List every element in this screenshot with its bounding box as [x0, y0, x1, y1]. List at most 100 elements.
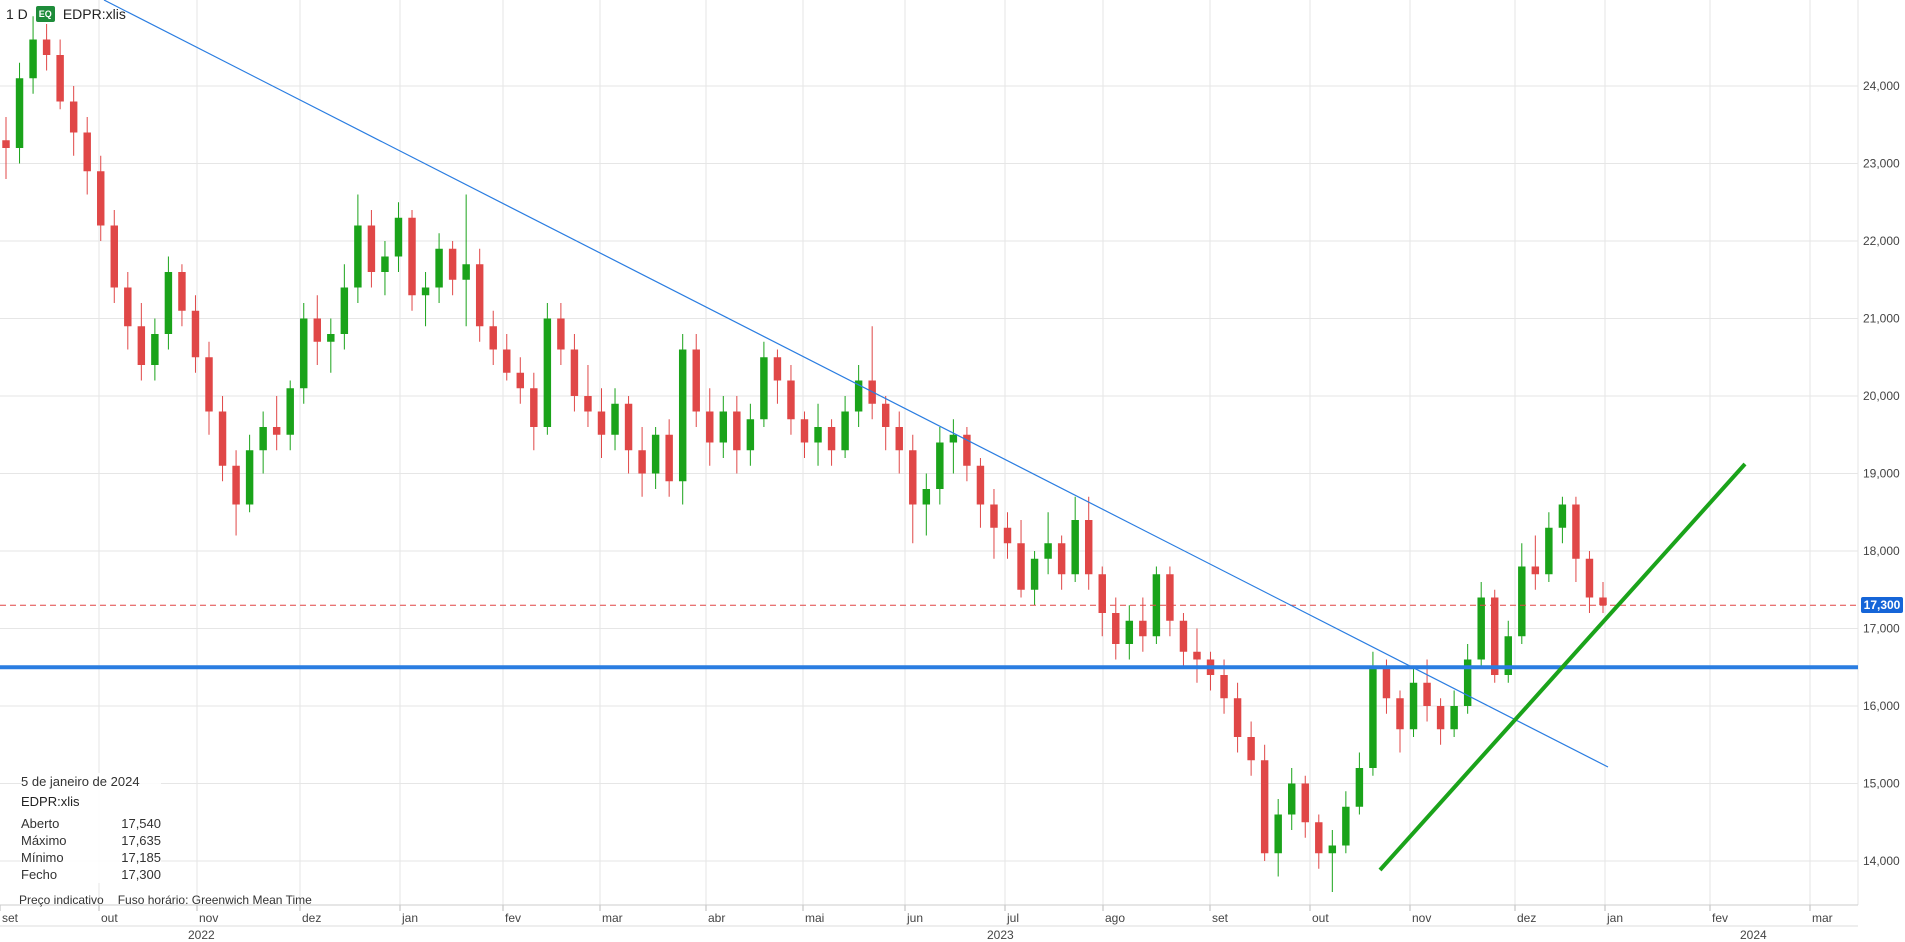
x-tick-label: jul — [1006, 911, 1019, 925]
candle-body — [597, 411, 606, 435]
candle-body — [530, 388, 538, 427]
candle-body — [1409, 682, 1418, 730]
candle-body — [1166, 574, 1174, 621]
candle-body — [557, 318, 565, 350]
candle-body — [1260, 760, 1269, 854]
candle-body — [421, 287, 430, 296]
candle-body — [976, 465, 985, 505]
candle-body — [1463, 659, 1472, 706]
candle-body — [1450, 706, 1458, 730]
candle-body — [435, 248, 443, 288]
candle-body — [1558, 504, 1567, 528]
candle-body — [1098, 574, 1106, 613]
candle-body — [719, 411, 728, 443]
candle-body — [1044, 543, 1052, 559]
y-tick-label: 16,000 — [1863, 699, 1900, 713]
equity-badge: EQ — [35, 6, 55, 22]
info-date: 5 de janeiro de 2024 — [21, 774, 140, 789]
candle-body — [191, 310, 200, 358]
y-tick-label: 20,000 — [1863, 389, 1900, 403]
candle-body — [1491, 597, 1499, 675]
candle-body — [1193, 651, 1201, 660]
candle-body — [692, 349, 700, 412]
x-tick-label: out — [1312, 911, 1329, 925]
candle-body — [651, 434, 660, 474]
candle-body — [827, 427, 836, 451]
candle-body — [787, 380, 795, 420]
info-row-open: Aberto 17,540 — [21, 816, 161, 831]
candle-body — [164, 272, 173, 334]
chart-grid — [0, 0, 1859, 905]
candle-body — [381, 256, 389, 272]
candle-body — [1436, 706, 1445, 730]
candle-body — [69, 101, 78, 133]
candle-body — [1531, 566, 1540, 575]
year-label: 2022 — [188, 928, 215, 942]
candle-body — [1057, 543, 1066, 575]
candle-body — [733, 411, 741, 451]
x-tick-label: dez — [1517, 911, 1536, 925]
x-tick-label: set — [1212, 911, 1229, 925]
time-axis: set out nov dez jan fev mar abr mai jun jul ago set o… — [0, 904, 1858, 942]
x-tick-label: jan — [1606, 911, 1623, 925]
candle-body — [773, 357, 782, 381]
candle-body — [638, 450, 646, 474]
candle-body — [814, 427, 822, 443]
chart-footnote: Preço indicativo Fuso horário: Greenwich… — [19, 893, 312, 907]
candle-body — [327, 334, 335, 342]
candle-body — [841, 411, 849, 451]
x-tick-label: mar — [602, 911, 623, 925]
x-tick-label: ago — [1105, 911, 1125, 925]
candle-body — [29, 39, 37, 79]
candle-body — [1179, 620, 1188, 652]
candle-body — [1572, 504, 1580, 559]
candle-body — [354, 225, 362, 288]
candle-body — [1342, 806, 1350, 846]
interval-label[interactable]: 1 D — [6, 6, 28, 22]
candle-body — [746, 419, 755, 451]
candle-body — [922, 489, 931, 505]
x-tick-label: jan — [401, 911, 418, 925]
x-tick-label: dez — [302, 911, 321, 925]
candle-body — [137, 326, 146, 365]
x-tick-label: nov — [1412, 911, 1431, 925]
candle-body — [909, 450, 917, 505]
candle-body — [1477, 597, 1485, 660]
candle-body — [611, 403, 619, 435]
candle-body — [97, 171, 105, 226]
symbol-label[interactable]: EDPR:xlis — [62, 6, 126, 22]
candle-body — [570, 349, 579, 396]
y-tick-label: 15,000 — [1863, 777, 1900, 791]
candle-body — [205, 357, 213, 412]
candle-body — [313, 318, 322, 342]
candle-body — [543, 318, 552, 427]
candle-body — [1071, 520, 1079, 575]
candle-body — [516, 372, 525, 389]
price-axis: 14,000 15,000 16,000 17,000 18,000 19,000 20,0… — [1863, 79, 1900, 868]
candle-body — [1017, 543, 1025, 590]
candle-body — [1328, 845, 1337, 854]
chart-header: 1 D EQ EDPR:xlis — [6, 6, 126, 22]
x-tick-label: fev — [1712, 911, 1728, 925]
candle-body — [706, 411, 714, 443]
info-row-close: Fecho 17,300 — [21, 867, 161, 882]
year-label: 2024 — [1740, 928, 1767, 942]
y-tick-label: 23,000 — [1863, 157, 1900, 171]
x-tick-label: abr — [708, 911, 725, 925]
candle-body — [1152, 574, 1161, 637]
candle-body — [110, 225, 118, 288]
candle-body — [1220, 675, 1228, 699]
candle-body — [1139, 620, 1147, 637]
candle-body — [624, 403, 633, 451]
candle-body — [1315, 822, 1323, 854]
y-tick-label: 17,000 — [1863, 622, 1900, 636]
candle-body — [448, 248, 457, 280]
candle-body — [151, 334, 159, 365]
candle-body — [854, 380, 863, 412]
info-row-low: Mínimo 17,185 — [21, 850, 161, 865]
candle-body — [124, 287, 132, 327]
indicative-price-note: Preço indicativo — [19, 893, 104, 907]
x-tick-label: mai — [805, 911, 824, 925]
candle-body — [1599, 597, 1607, 606]
